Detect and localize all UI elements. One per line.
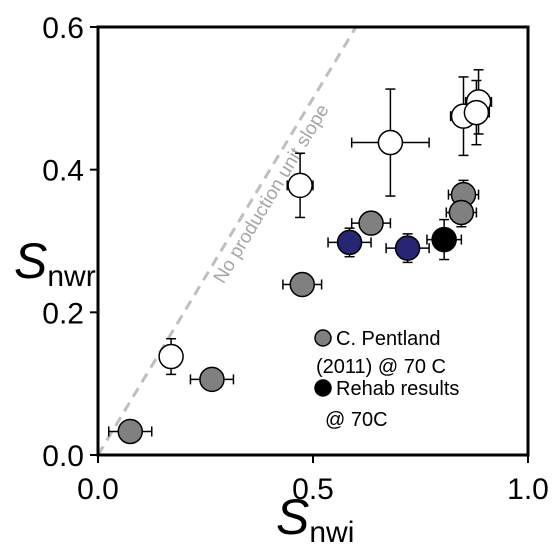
x-tick-label: 0.0	[77, 473, 119, 506]
y-tick-label: 0.2	[42, 297, 84, 330]
data-point-series-0	[287, 172, 313, 199]
data-point-series-3	[431, 226, 457, 253]
reference-line	[96, 26, 358, 456]
x-axis-label-sub: nwi	[309, 516, 354, 545]
data-points-layer	[117, 89, 492, 445]
x-tick-label: 0.5	[292, 473, 334, 506]
data-point-series-1	[199, 366, 225, 393]
data-point-series-0	[158, 343, 184, 370]
data-point-series-2	[336, 229, 363, 256]
y-tick-label: 0.6	[42, 12, 84, 45]
legend-label-pentland-line2: (2011) @ 70 C	[316, 356, 446, 378]
legend-marker-pentland	[314, 329, 332, 347]
data-point-series-0	[463, 99, 490, 126]
data-point-series-1	[289, 271, 315, 298]
legend-label-rehab-line2: @ 70C	[325, 409, 388, 431]
legend-label-rehab-line1: Rehab results	[336, 378, 459, 400]
axis-ticks-layer: 0.0 0.5 1.0 0.0 0.2 0.4 0.6	[42, 12, 549, 506]
x-axis-label-main: S	[276, 489, 309, 545]
x-axis-label: Snwi	[276, 489, 354, 545]
y-axis-label-sub: nwr	[47, 260, 95, 293]
reference-line-label: No production unit slope	[210, 101, 334, 287]
data-point-series-1	[358, 210, 384, 236]
data-point-series-2	[394, 235, 421, 261]
y-axis-label-main: S	[14, 233, 47, 289]
y-tick-label: 0.0	[42, 440, 84, 473]
legend: C. Pentland (2011) @ 70 C Rehab results …	[314, 328, 459, 431]
y-axis-label: Snwr	[14, 233, 96, 293]
data-point-series-0	[377, 129, 404, 156]
data-point-series-1	[117, 418, 143, 445]
x-tick-label: 1.0	[507, 473, 549, 506]
y-tick-label: 0.4	[42, 155, 84, 188]
legend-marker-rehab	[314, 379, 332, 397]
legend-label-pentland-line1: C. Pentland	[336, 328, 441, 350]
data-point-series-1	[448, 199, 475, 226]
